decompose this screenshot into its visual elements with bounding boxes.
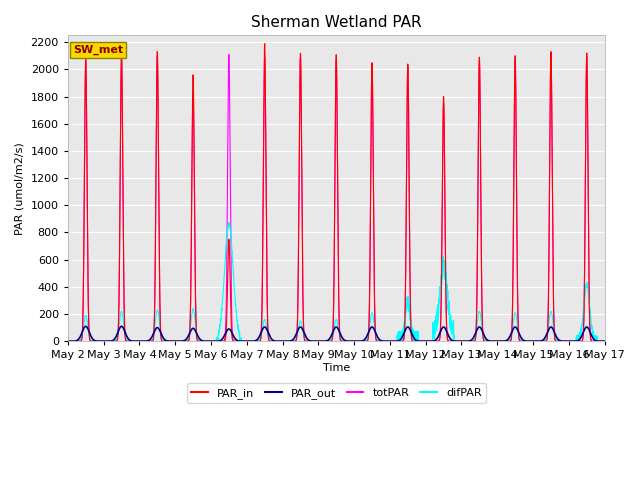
Line: PAR_out: PAR_out: [68, 326, 605, 341]
Title: Sherman Wetland PAR: Sherman Wetland PAR: [251, 15, 422, 30]
difPAR: [600, 338, 608, 344]
PAR_out: [64, 338, 72, 344]
PAR_out: [456, 338, 464, 344]
Text: SW_met: SW_met: [73, 45, 124, 55]
Legend: PAR_in, PAR_out, totPAR, difPAR: PAR_in, PAR_out, totPAR, difPAR: [186, 383, 486, 403]
Y-axis label: PAR (umol/m2/s): PAR (umol/m2/s): [15, 142, 25, 235]
totPAR: [487, 338, 495, 344]
Line: totPAR: totPAR: [68, 54, 605, 341]
totPAR: [547, 51, 555, 57]
PAR_out: [487, 338, 495, 344]
PAR_in: [316, 338, 324, 344]
PAR_out: [600, 338, 608, 344]
PAR_out: [82, 324, 90, 329]
totPAR: [601, 338, 609, 344]
PAR_in: [456, 338, 464, 344]
PAR_in: [487, 338, 495, 344]
difPAR: [601, 338, 609, 344]
difPAR: [225, 220, 232, 226]
totPAR: [600, 338, 608, 344]
difPAR: [64, 338, 72, 344]
totPAR: [456, 338, 464, 344]
PAR_out: [601, 338, 609, 344]
PAR_in: [600, 338, 608, 344]
Line: PAR_in: PAR_in: [68, 44, 605, 341]
PAR_in: [261, 41, 269, 47]
PAR_in: [601, 338, 609, 344]
PAR_out: [161, 336, 168, 342]
difPAR: [316, 338, 324, 344]
totPAR: [316, 338, 324, 344]
totPAR: [64, 338, 72, 344]
PAR_in: [427, 338, 435, 344]
Line: difPAR: difPAR: [68, 223, 605, 341]
PAR_out: [427, 338, 435, 344]
difPAR: [161, 338, 168, 344]
PAR_out: [316, 338, 324, 344]
totPAR: [427, 338, 435, 344]
difPAR: [487, 338, 495, 344]
PAR_in: [161, 338, 168, 344]
difPAR: [456, 338, 464, 344]
PAR_in: [64, 338, 72, 344]
X-axis label: Time: Time: [323, 363, 350, 373]
totPAR: [161, 338, 168, 344]
difPAR: [427, 338, 435, 344]
